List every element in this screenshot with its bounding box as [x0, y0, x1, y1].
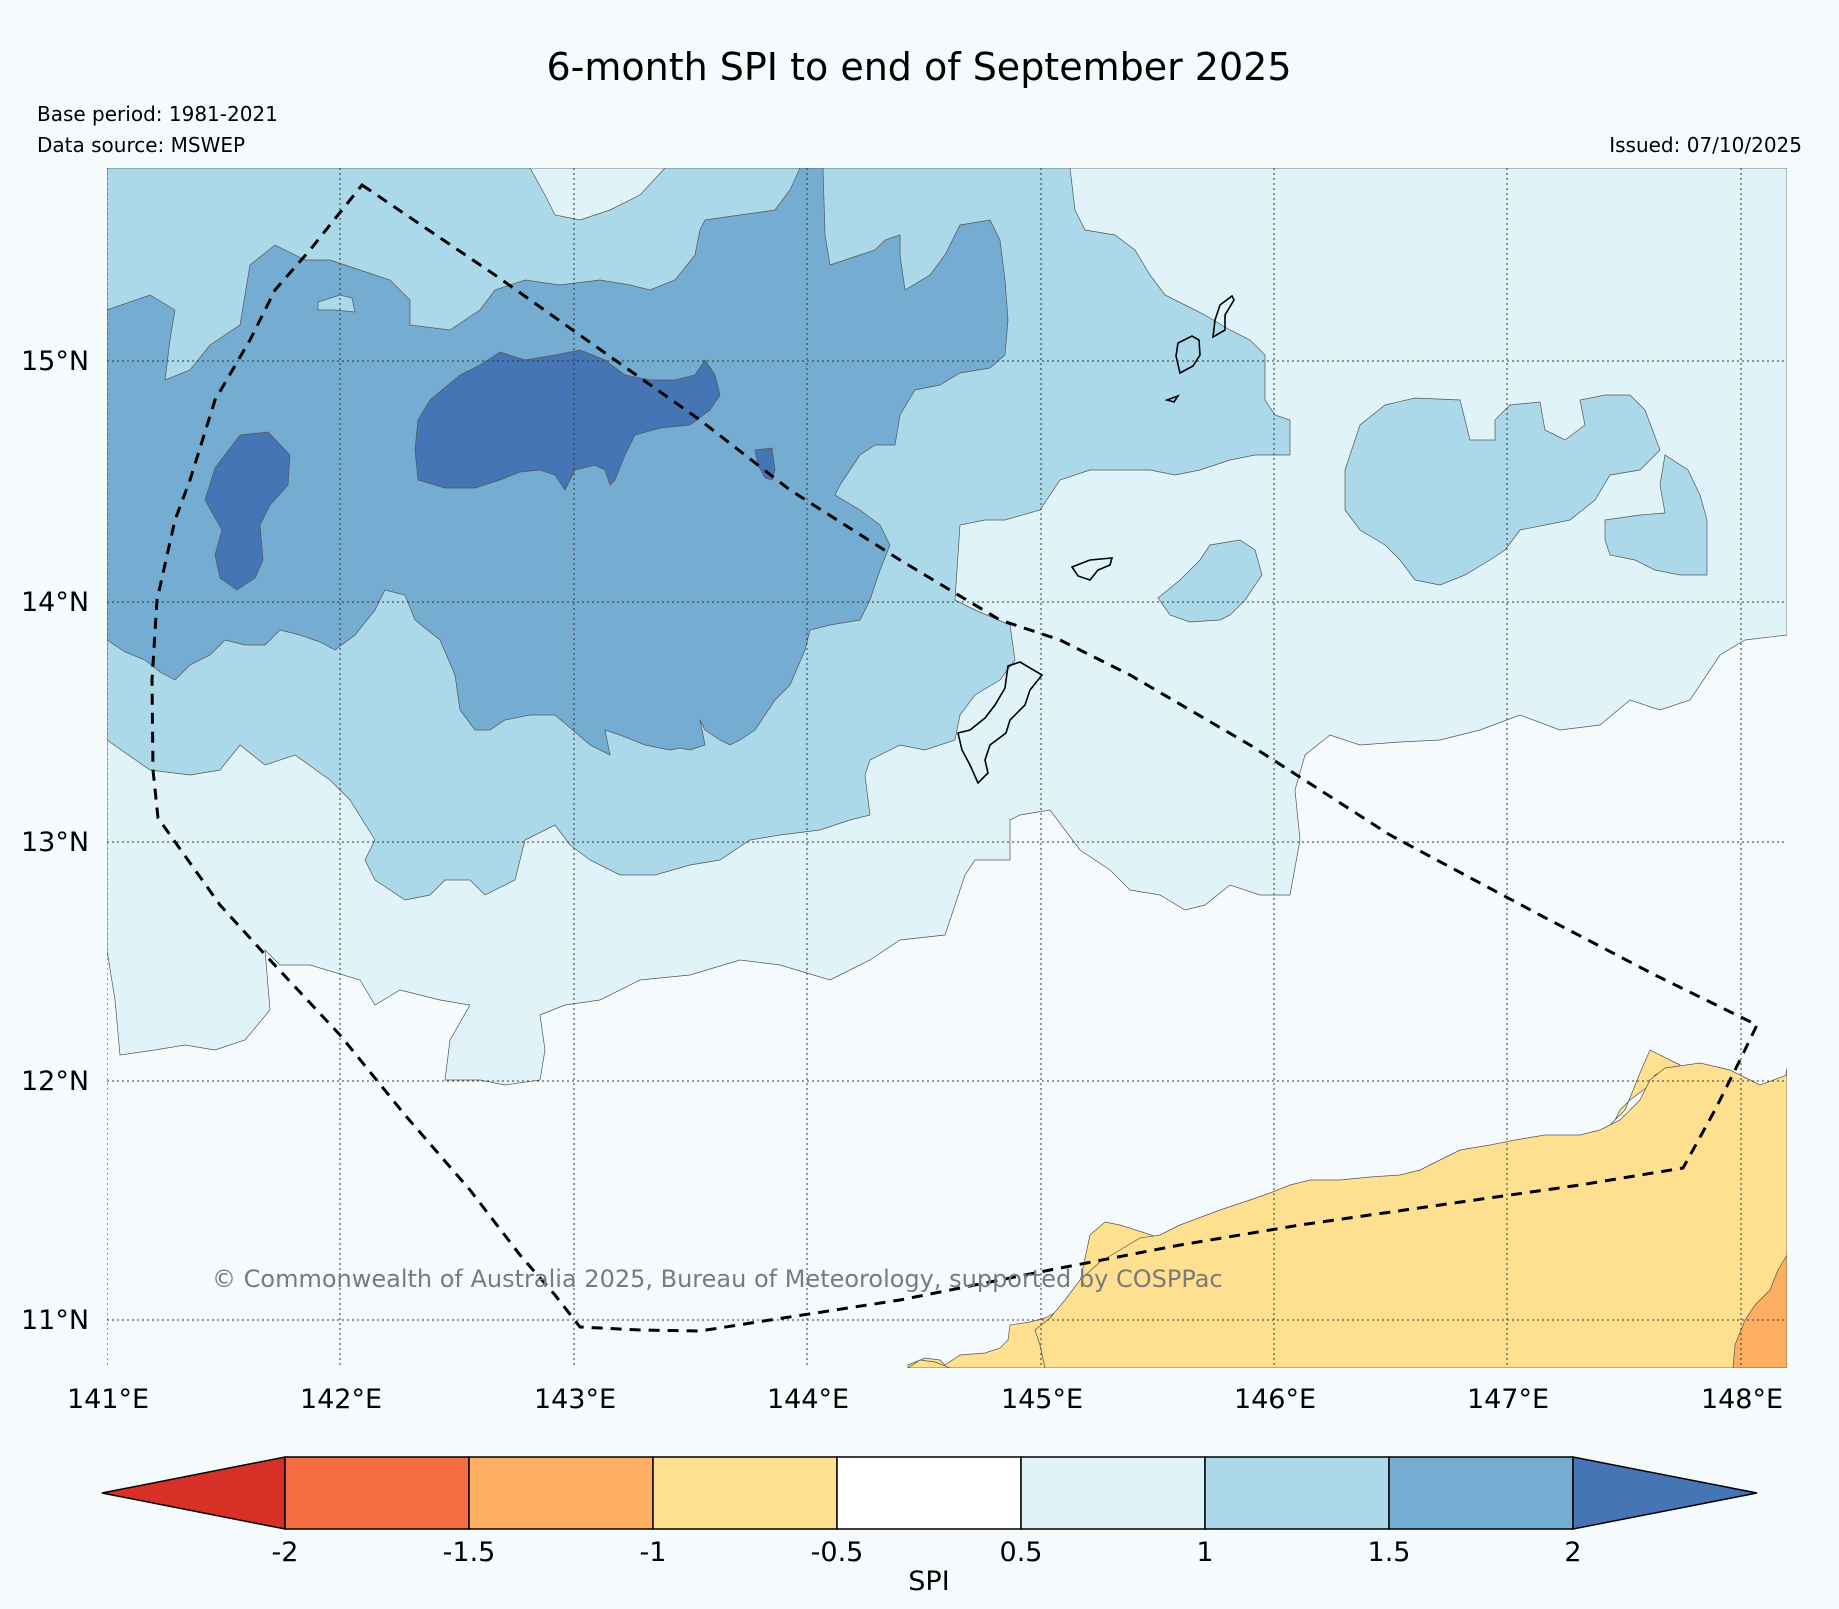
colorbar-tick-label: -2	[272, 1537, 299, 1568]
issued-date-label: Issued: 07/10/2025	[1609, 133, 1802, 157]
colorbar	[101, 1456, 1758, 1530]
colorbar-extend-low	[101, 1456, 286, 1530]
colorbar-tick-label: 1.5	[1368, 1537, 1411, 1568]
spi-region-neg1-neg0.5-south	[1034, 1062, 1787, 1368]
latitude-labels: 15°N 14°N 13°N 12°N 11°N	[21, 346, 89, 1336]
colorbar-segment	[652, 1456, 838, 1530]
colorbar-tick-label: 0.5	[1000, 1537, 1043, 1568]
lon-label: 147°E	[1467, 1384, 1549, 1415]
lat-label: 12°N	[21, 1066, 89, 1097]
spi-region-neg1.5-neg1	[1732, 1254, 1787, 1368]
spi-region-above-2-central	[414, 349, 721, 491]
colorbar-segment	[836, 1456, 1022, 1530]
spi-region-neg1-neg0.5-west-edge	[907, 1359, 951, 1368]
colorbar-segment	[1204, 1456, 1390, 1530]
colorbar-segment	[1020, 1456, 1206, 1530]
aguijan-coastline	[1164, 394, 1181, 403]
lon-label: 141°E	[67, 1384, 149, 1415]
lat-label: 13°N	[21, 827, 89, 858]
colorbar-ticks: -2 -1.5 -1 -0.5 0.5 1 1.5 2	[272, 1537, 1582, 1568]
lat-label: 15°N	[21, 346, 89, 377]
lon-label: 145°E	[1001, 1384, 1083, 1415]
map-title: 6-month SPI to end of September 2025	[546, 45, 1291, 89]
base-period-label: Base period: 1981-2021	[37, 102, 278, 126]
colorbar-tick-label: -1.5	[443, 1537, 496, 1568]
rota-coastline	[1070, 557, 1114, 581]
colorbar-tick-label: -0.5	[811, 1537, 864, 1568]
longitude-labels: 141°E 142°E 143°E 144°E 145°E 146°E 147°…	[67, 1384, 1783, 1415]
lon-label: 146°E	[1234, 1384, 1316, 1415]
colorbar-segment	[468, 1456, 654, 1530]
lon-label: 142°E	[300, 1384, 382, 1415]
colorbar-segment	[1388, 1456, 1574, 1530]
lon-label: 148°E	[1701, 1384, 1783, 1415]
lon-label: 144°E	[767, 1384, 849, 1415]
lat-label: 11°N	[21, 1305, 89, 1336]
eez-boundary	[150, 182, 1760, 1333]
colorbar-segment	[284, 1456, 470, 1530]
spi-patch-east-1	[1344, 394, 1661, 586]
spi-region-above-2-west	[204, 431, 291, 591]
spi-patch-east-2	[1604, 454, 1708, 576]
data-source-label: Data source: MSWEP	[37, 133, 245, 157]
colorbar-tick-label: 1	[1196, 1537, 1213, 1568]
saipan-coastline	[1212, 294, 1235, 339]
lon-label: 143°E	[534, 1384, 616, 1415]
colorbar-tick-label: 2	[1564, 1537, 1581, 1568]
colorbar-tick-label: -1	[640, 1537, 667, 1568]
colorbar-label: SPI	[908, 1566, 949, 1597]
lat-label: 14°N	[21, 587, 89, 618]
guam-coastline	[957, 661, 1044, 785]
copyright-notice: © Commonwealth of Australia 2025, Bureau…	[212, 1265, 1223, 1293]
graticule	[107, 168, 1787, 1368]
map-area: © Commonwealth of Australia 2025, Bureau…	[107, 168, 1787, 1368]
tinian-coastline	[1175, 335, 1201, 375]
colorbar-extend-high	[1572, 1456, 1758, 1530]
